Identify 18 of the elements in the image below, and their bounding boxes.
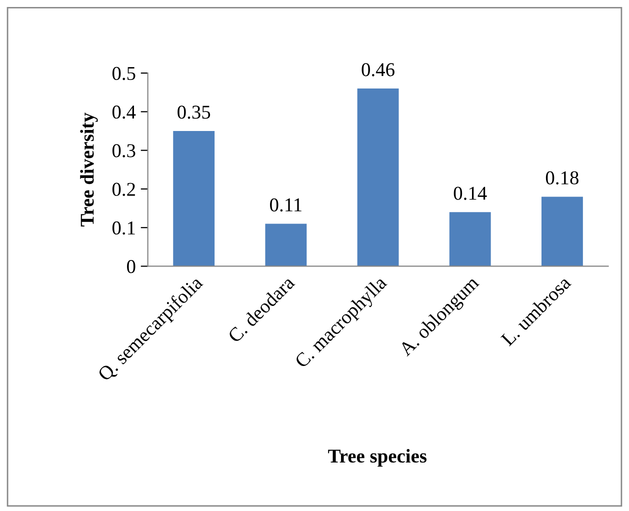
y-tick-label: 0.5 [112,66,136,80]
data-label: 0.11 [270,198,302,212]
data-label: 0.18 [546,171,578,184]
bar [541,196,583,266]
y-tick-label: 0.1 [112,221,135,235]
y-tick-label: 0.4 [112,106,136,119]
data-label: 0.14 [454,186,487,200]
bar [173,131,215,266]
bar [449,212,491,266]
y-tick-label: 0.3 [112,144,136,158]
data-label: 0.35 [178,106,210,119]
y-tick-label: 0.2 [112,182,135,196]
x-axis-title: Tree species [328,448,427,467]
y-axis-title: Tree diversity [80,112,98,227]
bar [265,224,307,266]
data-label: 0.46 [362,63,394,76]
bar [357,88,399,266]
y-tick-label: 0 [127,260,136,274]
